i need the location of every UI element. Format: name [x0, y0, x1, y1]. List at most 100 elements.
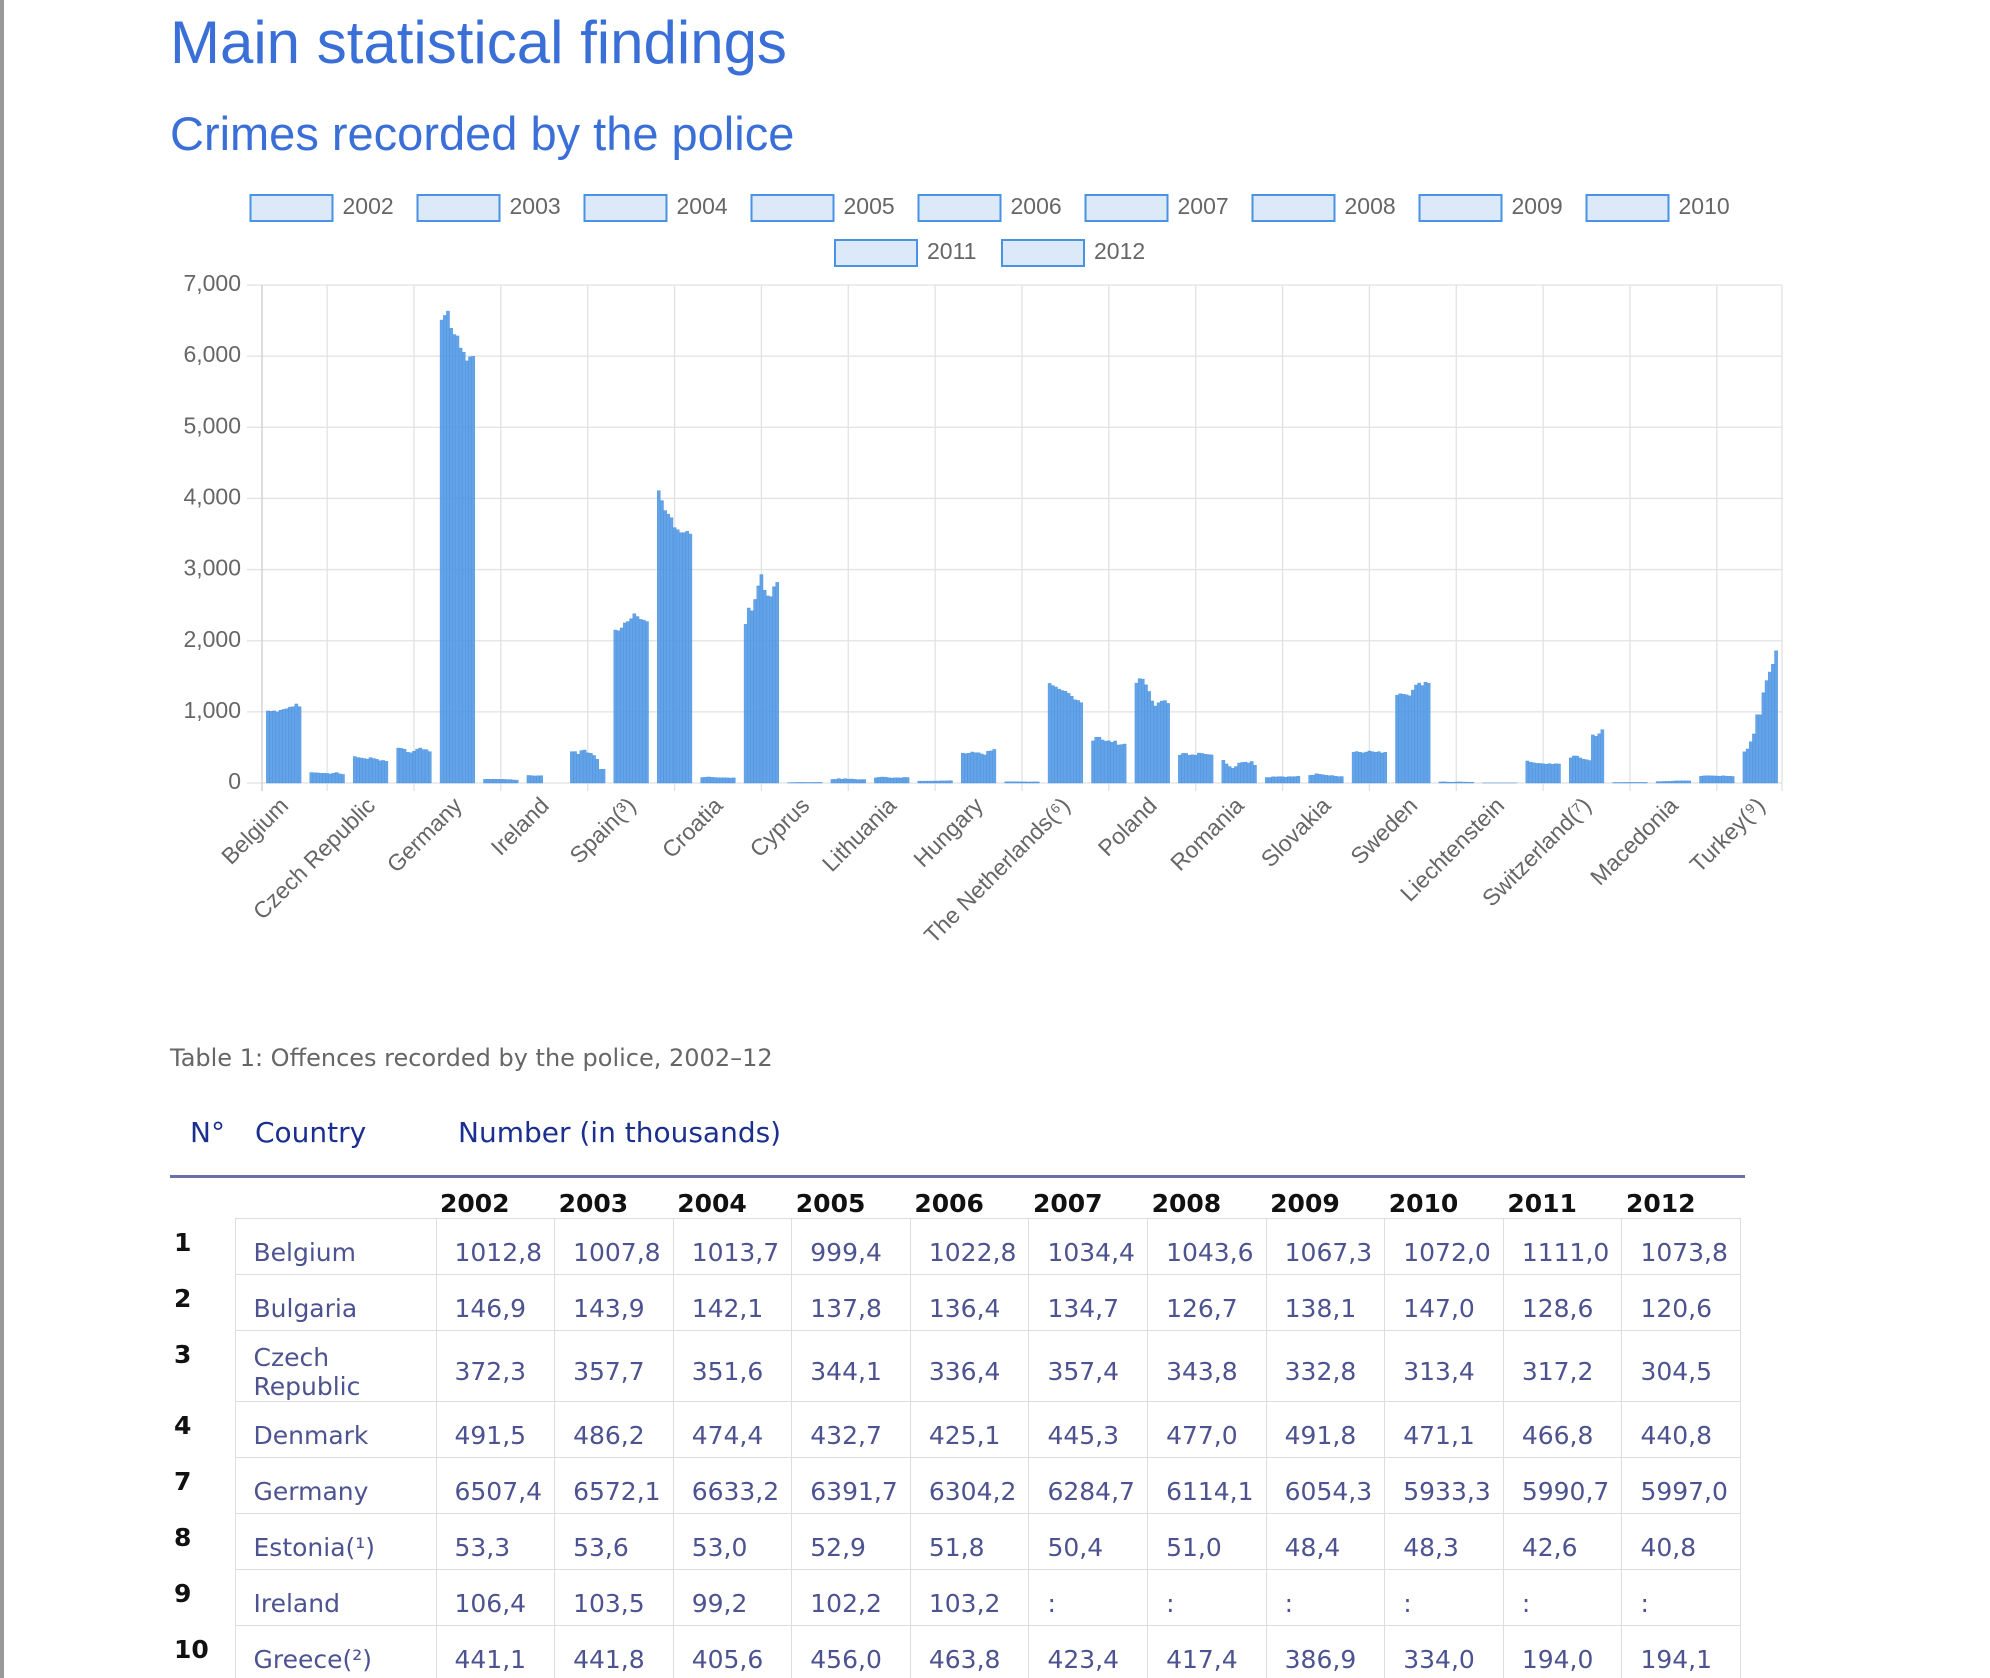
- blank-cell: [235, 1182, 436, 1218]
- bar: [1253, 765, 1257, 784]
- bar: [278, 710, 283, 784]
- bar: [1277, 776, 1282, 784]
- chart: 2002 2003 2004 2005 2006 2007 2008 2009 2010 2011…: [183, 193, 1783, 948]
- bar: [1463, 781, 1468, 784]
- bar: [1187, 754, 1192, 784]
- bar: [1584, 759, 1589, 784]
- bar: [964, 753, 968, 784]
- bar: [381, 760, 385, 784]
- bar: [896, 777, 900, 784]
- value-cell: 102,2: [791, 1568, 911, 1626]
- bar: [1681, 780, 1685, 784]
- bar: [1401, 694, 1406, 784]
- bar: [598, 768, 603, 784]
- bar: [1578, 757, 1583, 784]
- row-number: 7: [174, 1467, 192, 1496]
- bar: [942, 780, 947, 784]
- bar: [1407, 695, 1412, 784]
- bar: [1758, 714, 1763, 784]
- legend-swatch: [1001, 239, 1085, 267]
- bar: [1361, 752, 1365, 784]
- bar: [1296, 776, 1301, 784]
- bar: [1373, 752, 1378, 784]
- value-cell: 6572,1: [554, 1456, 674, 1514]
- bar: [759, 574, 764, 784]
- bar: [949, 780, 953, 784]
- country-cell: Germany: [234, 1456, 437, 1514]
- bar: [533, 775, 537, 784]
- bar: [1395, 694, 1399, 784]
- value-cell: 147,0: [1384, 1273, 1504, 1331]
- legend-label: 2011: [927, 238, 976, 264]
- legend-label: 2007: [1178, 193, 1229, 219]
- value-cell: 1073,8: [1621, 1217, 1742, 1275]
- value-cell: 5997,0: [1621, 1456, 1742, 1514]
- bar: [1628, 782, 1632, 784]
- bar: [815, 782, 820, 784]
- bar: [616, 630, 621, 784]
- bar: [1572, 755, 1576, 784]
- bar: [601, 768, 606, 784]
- bar: [396, 747, 400, 784]
- bar: [902, 777, 907, 784]
- x-tick-label: Croatia: [657, 792, 728, 863]
- bar: [1411, 689, 1415, 784]
- bar: [1134, 682, 1139, 784]
- year-header: 2003: [554, 1182, 674, 1219]
- bar: [1190, 754, 1195, 784]
- value-cell: 466,8: [1502, 1400, 1623, 1458]
- bar: [1327, 775, 1331, 784]
- bar: [1184, 753, 1189, 784]
- bar: [1237, 762, 1241, 784]
- column-header: Country: [255, 1116, 367, 1149]
- bar: [579, 750, 584, 784]
- bar: [961, 752, 965, 784]
- bar: [1467, 782, 1471, 784]
- table-row: 1 Belgium 1012,8 1007,8 1013,7 999,4 1022,8 103…: [170, 1217, 1742, 1275]
- bar: [645, 621, 649, 784]
- header-rule: [170, 1175, 1745, 1178]
- bar: [933, 780, 937, 784]
- bar: [1423, 681, 1428, 784]
- bar: [1684, 780, 1688, 784]
- value-cell: 405,6: [672, 1624, 793, 1678]
- legend-swatch: [1251, 194, 1336, 222]
- bar: [979, 753, 984, 784]
- bar: [465, 360, 469, 784]
- value-cell: 357,4: [1028, 1329, 1149, 1402]
- value-cell: :: [1502, 1568, 1623, 1626]
- bar: [1311, 774, 1316, 784]
- bar: [325, 773, 329, 784]
- bar: [849, 778, 854, 784]
- bar: [923, 780, 928, 784]
- bar: [641, 619, 646, 784]
- bar: [638, 619, 643, 784]
- year-header: 2002: [436, 1182, 555, 1219]
- bar: [1568, 757, 1573, 784]
- value-cell: :: [1028, 1568, 1149, 1626]
- x-tick-label: Belgium: [216, 792, 293, 869]
- bar: [1321, 774, 1325, 784]
- bar: [378, 760, 382, 784]
- bar: [840, 779, 844, 784]
- bar: [371, 758, 376, 784]
- bar: [589, 753, 593, 784]
- value-cell: 425,1: [909, 1400, 1030, 1458]
- bar: [1010, 781, 1015, 784]
- bar: [1017, 781, 1021, 784]
- bar: [976, 752, 981, 784]
- bar: [508, 779, 513, 784]
- value-cell: 417,4: [1147, 1624, 1267, 1678]
- bar: [1420, 685, 1425, 784]
- bar: [675, 529, 680, 784]
- bar: [529, 775, 534, 784]
- bar: [1181, 753, 1185, 784]
- value-cell: 423,4: [1028, 1624, 1149, 1678]
- bar: [1079, 702, 1084, 784]
- bar: [862, 779, 866, 784]
- bar: [983, 754, 987, 784]
- bar: [1637, 782, 1642, 784]
- bar: [443, 315, 447, 784]
- bar: [1721, 775, 1725, 784]
- value-cell: 491,8: [1265, 1400, 1386, 1458]
